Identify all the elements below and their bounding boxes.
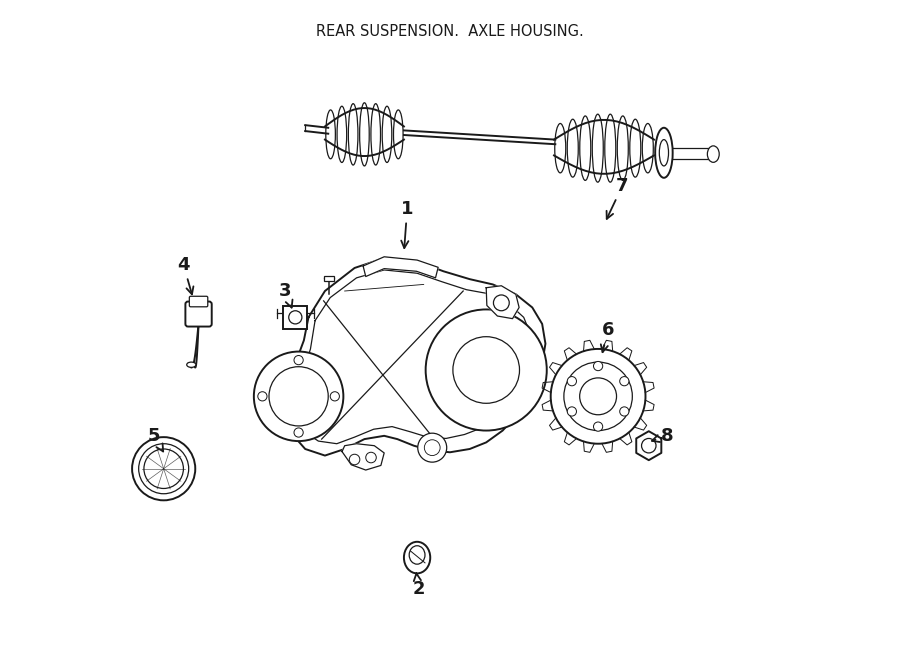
Ellipse shape — [707, 146, 719, 163]
Text: 4: 4 — [177, 256, 194, 294]
Circle shape — [567, 407, 577, 416]
Circle shape — [620, 407, 629, 416]
Text: 6: 6 — [601, 321, 614, 352]
Circle shape — [254, 352, 344, 441]
Circle shape — [330, 392, 339, 401]
Text: 1: 1 — [401, 200, 413, 248]
Circle shape — [426, 309, 547, 430]
Polygon shape — [284, 258, 545, 455]
Text: 3: 3 — [279, 282, 292, 307]
Polygon shape — [486, 286, 519, 319]
Ellipse shape — [186, 362, 196, 368]
Circle shape — [132, 437, 195, 500]
FancyBboxPatch shape — [185, 301, 211, 327]
Ellipse shape — [404, 542, 430, 573]
Circle shape — [365, 452, 376, 463]
Circle shape — [551, 349, 645, 444]
FancyBboxPatch shape — [284, 306, 307, 329]
FancyBboxPatch shape — [324, 276, 334, 281]
Circle shape — [620, 377, 629, 386]
Circle shape — [257, 392, 267, 401]
Text: 5: 5 — [148, 427, 163, 451]
Circle shape — [593, 422, 603, 431]
Circle shape — [294, 428, 303, 437]
Text: 8: 8 — [652, 427, 673, 445]
Circle shape — [418, 433, 446, 462]
Text: REAR SUSPENSION.  AXLE HOUSING.: REAR SUSPENSION. AXLE HOUSING. — [316, 24, 584, 40]
Circle shape — [593, 362, 603, 371]
Text: 2: 2 — [412, 573, 425, 598]
Circle shape — [567, 377, 577, 386]
Polygon shape — [363, 256, 438, 278]
Circle shape — [294, 356, 303, 365]
Polygon shape — [636, 431, 662, 460]
Circle shape — [349, 454, 360, 465]
Polygon shape — [342, 444, 384, 470]
Ellipse shape — [655, 128, 672, 178]
Text: 7: 7 — [607, 176, 629, 219]
FancyBboxPatch shape — [189, 296, 208, 307]
